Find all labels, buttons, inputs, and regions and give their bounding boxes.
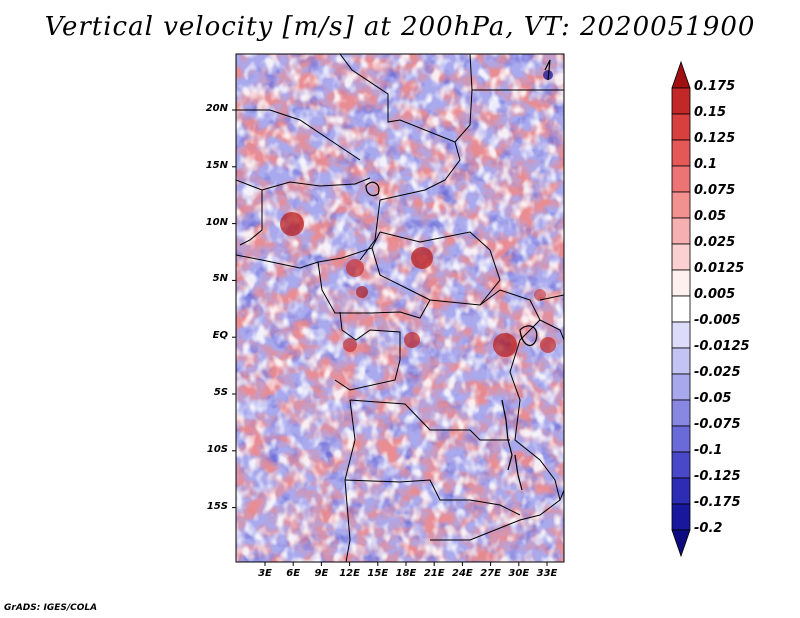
convective-hotspots [280,70,556,357]
border-chad-sudan [359,141,461,261]
latitude-label: 5N [212,273,228,285]
longitude-label: 3E [258,568,272,579]
colorbar-swatch [671,113,691,141]
longitude-ticks [264,562,548,566]
latitude-label: EQ [212,330,228,342]
map-frame [235,53,565,563]
colorbar-swatch [671,529,691,558]
border-niger-libya-chad [339,54,473,143]
colorbar-swatch [671,60,691,89]
chart-title: Vertical velocity [m/s] at 200hPa, VT: 2… [44,12,756,42]
hotspot-cameroon [346,259,364,277]
colorbar-swatch [671,503,691,531]
latitude-label: 15S [206,500,228,512]
colorbar-swatch [671,373,691,401]
border-cameroon-car [317,247,431,319]
hotspot-cameroon-south [356,286,368,298]
lake-chad [365,181,380,197]
border-mali-algeria [236,109,361,161]
colorbar-level-label: -0.125 [694,469,741,484]
latitude-ticks [232,109,236,509]
map-plot-area [236,54,564,562]
colorbar-level-label: -0.2 [694,521,723,536]
border-namibia-zambia [344,479,521,516]
longitude-label: 9E [314,568,329,579]
longitude-label: 12E [339,568,360,579]
colorbar-swatch [671,321,691,349]
border-benin [239,190,263,246]
colorbar [671,60,691,558]
colorbar-swatch [671,165,691,193]
colorbar-swatch [671,139,691,167]
colorbar-level-label: -0.025 [694,365,741,380]
longitude-label: 15E [367,568,389,579]
latitude-label: 10S [206,443,228,455]
longitude-label: 18E [395,568,417,579]
border-congo-gabon [334,311,401,391]
latitude-label: 10N [205,216,228,228]
colorbar-level-label: -0.1 [694,443,723,458]
hotspot-west-africa [280,212,304,236]
hotspot-ethiopia [534,289,546,301]
border-angola-drc [349,399,510,441]
colorbar-level-label: -0.075 [694,417,741,432]
border-car-sudan [379,231,501,306]
colorbar-level-label: 0.15 [694,105,727,120]
colorbar-swatch [671,269,691,297]
colorbar-level-label: 0.075 [694,183,736,198]
border-south-sudan [429,289,541,373]
longitude-label: 33E [536,568,558,579]
border-sahel [236,177,371,191]
colorbar-swatch [671,477,691,505]
lake-malawi [514,454,523,491]
colorbar-swatch [671,217,691,245]
colorbar-level-label: 0.125 [694,131,736,146]
colorbar-level-label: 0.025 [694,235,736,250]
border-tanzania [509,371,561,501]
colorbar-level-label: -0.0125 [694,339,750,354]
hotspot-east [540,337,556,353]
colorbar-swatch [671,87,691,115]
border-ethiopia [539,294,564,301]
colorbar-level-label: 0.1 [694,157,718,172]
latitude-label: 20N [205,103,228,114]
country-borders [236,54,564,562]
colorbar-level-label: 0.175 [694,79,736,94]
longitude-label: 6E [286,568,301,579]
lake-tanganyika [501,399,513,471]
colorbar-level-label: 0.05 [694,209,727,224]
lake-victoria [519,325,538,347]
longitude-label: 30E [508,568,530,579]
border-kenya [539,319,564,341]
colorbar-swatch [671,347,691,375]
colorbar-level-label: -0.005 [694,313,741,328]
lakes-coastline [365,59,551,491]
latitude-label: 15N [205,159,228,171]
longitude-label: 24E [452,568,473,579]
colorbar-swatch [671,451,691,479]
latitude-label: 5S [213,387,228,398]
hotspot-great-lakes [493,333,517,357]
colorbar-level-label: -0.175 [694,495,741,510]
hotspot-car [411,247,433,269]
colorbar-level-label: 0.0125 [694,261,745,276]
colorbar-swatch [671,295,691,323]
colorbar-swatch [671,399,691,427]
colorbar-swatch [671,191,691,219]
longitude-label: 21E [423,568,445,579]
hotspot-congo [404,332,420,348]
colorbar-level-label: 0.005 [694,287,736,302]
grads-credit: GrADS: IGES/COLA [4,603,98,613]
hotspot-gabon [343,338,357,352]
colorbar-swatch [671,243,691,271]
longitude-label: 27E [480,568,501,579]
field-neutral-pattern [236,54,564,562]
colorbar-level-label: -0.05 [694,391,732,406]
nile-delta [544,59,551,81]
colorbar-swatch [671,425,691,453]
